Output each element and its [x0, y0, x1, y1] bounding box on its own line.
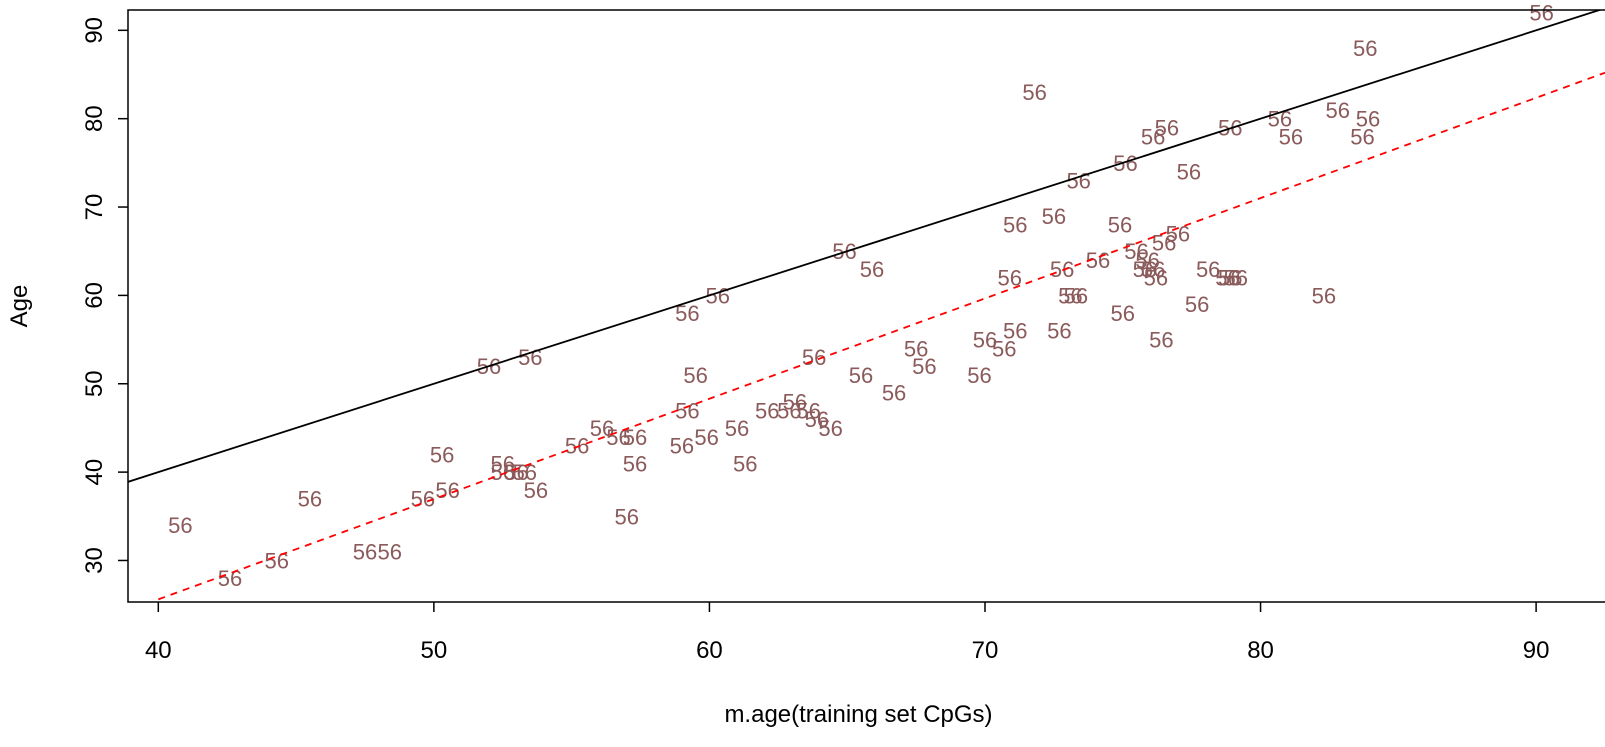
- data-point: 56: [218, 566, 242, 591]
- data-point: 56: [513, 460, 537, 485]
- data-point: 56: [524, 478, 548, 503]
- data-point: 56: [992, 336, 1016, 361]
- data-point: 56: [796, 398, 820, 423]
- x-tick-label: 40: [145, 637, 172, 664]
- data-point: 56: [1022, 80, 1046, 105]
- data-point: 56: [675, 398, 699, 423]
- data-point: 56: [1177, 160, 1201, 185]
- y-tick-label: 50: [81, 370, 108, 397]
- data-point: 56: [1135, 248, 1159, 273]
- data-point: 56: [623, 451, 647, 476]
- data-point: 56: [1133, 257, 1157, 282]
- data-point: 56: [1224, 266, 1248, 291]
- data-point: 56: [411, 487, 435, 512]
- data-point: 56: [298, 487, 322, 512]
- x-tick-label: 80: [1247, 637, 1274, 664]
- data-point: 56: [491, 460, 515, 485]
- data-point: 56: [518, 345, 542, 370]
- data-point: 56: [378, 540, 402, 565]
- y-axis: 30 40 50 60 70 80 90: [81, 17, 128, 574]
- data-point: 56: [1215, 266, 1239, 291]
- y-tick-label: 80: [81, 105, 108, 132]
- x-tick-label: 90: [1523, 637, 1550, 664]
- data-point: 56: [1058, 283, 1082, 308]
- data-point: 56: [168, 513, 192, 538]
- data-point: 56: [1144, 266, 1168, 291]
- data-point: 56: [1149, 328, 1173, 353]
- data-point: 56: [1108, 213, 1132, 238]
- data-point: 56: [783, 389, 807, 414]
- data-point: 56: [1141, 257, 1165, 282]
- data-point: 56: [805, 407, 829, 432]
- data-point: 56: [1003, 319, 1027, 344]
- identity-line: [128, 10, 1603, 483]
- y-tick-label: 30: [81, 547, 108, 574]
- data-point: 56: [1003, 213, 1027, 238]
- data-point: 56: [683, 363, 707, 388]
- data-point: 56: [882, 381, 906, 406]
- data-point: 56: [733, 451, 757, 476]
- data-point: 56: [725, 416, 749, 441]
- regression-line: [158, 71, 1605, 601]
- data-point: 56: [491, 451, 515, 476]
- data-point: 56: [694, 425, 718, 450]
- data-point: 56: [967, 363, 991, 388]
- data-point: 56: [1064, 283, 1088, 308]
- data-point: 56: [1279, 124, 1303, 149]
- data-point: 56: [1155, 116, 1179, 141]
- data-point: 56: [1218, 266, 1242, 291]
- data-point: 56: [670, 434, 694, 459]
- data-point: 56: [1350, 124, 1374, 149]
- data-point: 56: [1353, 36, 1377, 61]
- data-point: 56: [353, 540, 377, 565]
- x-axis-title: m.age(training set CpGs): [724, 701, 992, 728]
- x-tick-label: 70: [972, 637, 999, 664]
- data-point: 56: [1066, 169, 1090, 194]
- x-tick-label: 50: [421, 637, 448, 664]
- data-point: 56: [1325, 98, 1349, 123]
- data-point: 56: [849, 363, 873, 388]
- y-tick-label: 40: [81, 459, 108, 486]
- data-point: 56: [912, 354, 936, 379]
- y-tick-label: 70: [81, 194, 108, 221]
- data-point: 56: [1113, 151, 1137, 176]
- data-point: 56: [1529, 1, 1553, 26]
- data-point: 56: [1141, 124, 1165, 149]
- data-point: 56: [1268, 107, 1292, 132]
- data-point: 56: [590, 416, 614, 441]
- data-point: 56: [755, 398, 779, 423]
- data-point: 56: [1356, 107, 1380, 132]
- data-point: 56: [1042, 204, 1066, 229]
- data-point: 56: [1111, 301, 1135, 326]
- data-point: 56: [1196, 257, 1220, 282]
- data-point: 56: [615, 504, 639, 529]
- y-tick-label: 60: [81, 282, 108, 309]
- plot-frame: [127, 9, 1605, 603]
- lines-layer: [128, 10, 1605, 601]
- x-axis: 40 50 60 70 80 90: [145, 602, 1550, 664]
- y-tick-label: 90: [81, 17, 108, 44]
- y-axis-title: Age: [6, 285, 33, 328]
- data-point: 56: [1185, 292, 1209, 317]
- data-point: 56: [1312, 283, 1336, 308]
- x-tick-label: 60: [696, 637, 723, 664]
- data-point: 56: [860, 257, 884, 282]
- data-point: 56: [1047, 319, 1071, 344]
- data-point: 56: [973, 328, 997, 353]
- data-point: 56: [430, 442, 454, 467]
- data-point: 56: [1152, 230, 1176, 255]
- data-point: 56: [504, 460, 528, 485]
- data-point: 56: [904, 336, 928, 361]
- data-point: 56: [818, 416, 842, 441]
- data-point: 56: [777, 398, 801, 423]
